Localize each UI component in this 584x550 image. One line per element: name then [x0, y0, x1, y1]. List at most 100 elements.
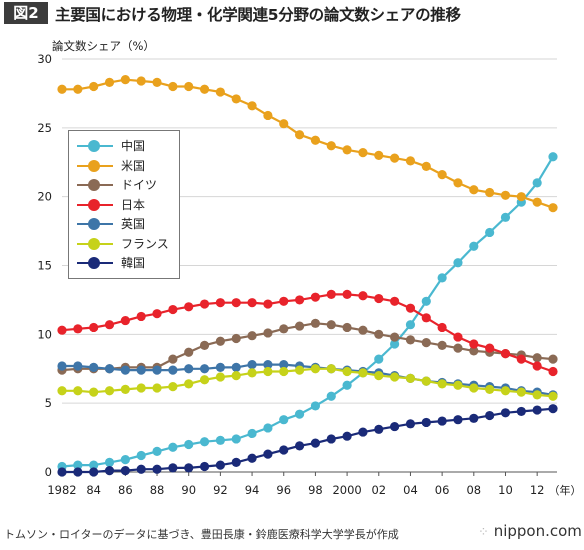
data-point: [421, 161, 431, 171]
data-point: [215, 435, 225, 445]
data-point: [168, 442, 178, 452]
data-point: [231, 371, 241, 381]
data-point: [231, 298, 241, 308]
data-point: [500, 386, 511, 396]
y-tick-label: 10: [37, 327, 52, 341]
brand-text: nippon.com: [493, 522, 582, 540]
data-point: [326, 289, 336, 300]
data-point: [342, 431, 352, 441]
data-point: [326, 320, 336, 330]
data-point: [104, 320, 115, 330]
data-point: [247, 331, 257, 341]
data-point: [453, 258, 463, 268]
data-point: [231, 434, 241, 444]
data-point: [73, 361, 83, 371]
legend-label: 日本: [121, 197, 146, 212]
data-point: [294, 409, 305, 419]
data-point: [279, 415, 289, 425]
x-tick-label: 94: [245, 483, 260, 497]
data-point: [247, 360, 257, 370]
data-point: [516, 387, 526, 397]
data-point: [485, 410, 495, 421]
x-unit-label: （年）: [549, 483, 582, 497]
data-point: [548, 203, 558, 213]
data-point: [120, 75, 130, 85]
data-point: [437, 340, 447, 350]
line-chart: 0 5 10 15 20 25 30 1982 84 86 88 90 92 94 96 98 2000 02 04…: [37, 52, 582, 497]
data-point: [469, 185, 479, 195]
legend-label: 韓国: [121, 256, 146, 270]
data-point: [485, 343, 495, 353]
x-tick-label: 06: [435, 483, 450, 497]
legend-item: 米国: [69, 157, 179, 175]
data-point: [136, 383, 146, 393]
data-point: [326, 391, 336, 401]
data-point: [548, 404, 558, 414]
data-point: [390, 332, 400, 342]
data-point: [199, 340, 210, 350]
legend-label: 米国: [121, 158, 146, 173]
data-point: [326, 364, 336, 374]
data-point: [500, 212, 511, 222]
data-point: [532, 197, 542, 207]
series-line: [62, 407, 554, 474]
y-tick-label: 20: [37, 190, 52, 204]
data-point: [453, 178, 463, 188]
data-point: [310, 364, 321, 374]
data-point: [279, 366, 289, 377]
data-point: [231, 457, 241, 467]
data-point: [516, 406, 526, 417]
data-point: [263, 299, 273, 309]
data-point: [263, 360, 273, 370]
data-point: [342, 289, 352, 300]
data-point: [453, 415, 463, 425]
data-point: [247, 298, 257, 308]
data-point: [421, 376, 431, 386]
data-point: [57, 386, 67, 396]
data-point: [358, 291, 368, 301]
data-point: [136, 365, 146, 375]
x-tick-label: 02: [371, 483, 386, 497]
y-tick-label: 15: [37, 259, 52, 273]
data-point: [390, 339, 400, 349]
data-point: [263, 328, 273, 338]
legend-item: 中国: [69, 137, 179, 155]
data-point: [215, 336, 225, 346]
data-point: [548, 366, 558, 377]
legend-item: 韓国: [69, 254, 179, 272]
data-point: [73, 386, 83, 396]
data-point: [500, 349, 511, 359]
data-point: [73, 84, 83, 94]
data-point: [152, 77, 162, 88]
data-point: [89, 81, 99, 92]
data-point: [390, 153, 400, 163]
data-point: [294, 365, 305, 375]
data-point: [342, 366, 352, 377]
legend-marker-swatch: [88, 140, 100, 152]
data-point: [405, 320, 416, 330]
data-point: [437, 379, 447, 389]
data-point: [342, 322, 352, 333]
x-tick-label: 88: [150, 483, 165, 497]
data-point: [168, 81, 178, 92]
data-point: [548, 152, 558, 162]
data-point: [358, 325, 368, 335]
series-line: [61, 293, 554, 373]
data-point: [342, 380, 352, 390]
data-point: [263, 449, 273, 459]
data-point: [485, 187, 495, 198]
data-point: [89, 362, 99, 372]
data-point: [437, 322, 447, 333]
data-point: [57, 361, 67, 371]
data-point: [199, 84, 210, 94]
data-point: [532, 405, 542, 415]
data-point: [374, 329, 384, 339]
legend-label: ドイツ: [121, 178, 158, 192]
x-tick-label: 96: [276, 483, 291, 497]
data-point: [199, 299, 210, 309]
data-point: [152, 309, 162, 319]
data-point: [390, 421, 400, 432]
x-tick-label: 12: [530, 483, 545, 497]
source-note: トムソン・ロイターのデータに基づき、豊田長康・鈴鹿医療科学大学学長が作成: [4, 528, 399, 541]
data-point: [485, 227, 495, 238]
